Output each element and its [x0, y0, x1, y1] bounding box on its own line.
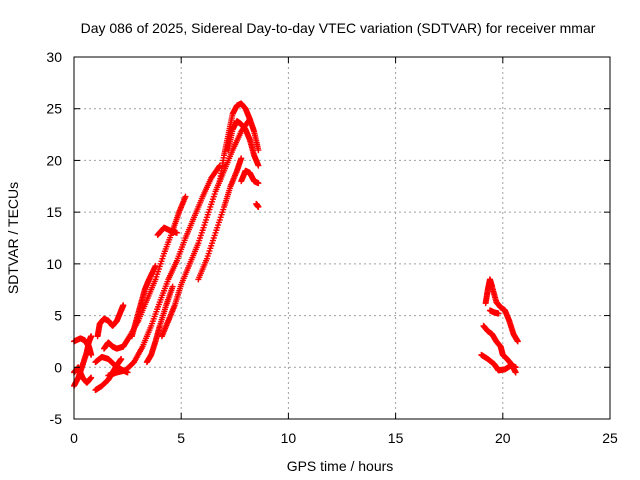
- series-arc-21: [486, 307, 502, 317]
- series-arc-12: [158, 116, 253, 340]
- data-point-marker: [238, 155, 245, 162]
- chart-title: Day 086 of 2025, Sidereal Day-to-day VTE…: [81, 20, 596, 36]
- series-arc-20: [478, 351, 519, 374]
- data-point-marker: [182, 193, 189, 200]
- series-arc-2: [71, 335, 95, 358]
- series-arc-3: [71, 364, 95, 386]
- series-arc-7: [101, 193, 189, 352]
- series-arc-17: [253, 200, 262, 210]
- data-point-marker: [495, 310, 502, 317]
- x-tick-label: 20: [495, 430, 511, 446]
- series-arc-15: [225, 118, 262, 169]
- y-tick-label: 0: [54, 359, 62, 375]
- series-arc-5: [92, 353, 131, 376]
- series-arc-13: [195, 155, 245, 283]
- x-tick-labels: 0 5 10 15 20 25: [70, 430, 618, 446]
- data-point-marker: [255, 203, 262, 210]
- data-point-marker: [152, 262, 159, 269]
- series-arc-8: [105, 162, 223, 379]
- series-arc-14: [216, 100, 262, 185]
- data-points: [71, 100, 521, 394]
- data-point-marker: [512, 369, 519, 376]
- data-point-marker: [255, 180, 262, 187]
- series-arc-16: [238, 167, 262, 187]
- data-point-marker: [88, 351, 95, 358]
- data-point-marker: [514, 338, 521, 345]
- axis-ticks: [73, 56, 611, 420]
- data-point-marker: [512, 364, 519, 371]
- series-arc-10: [143, 283, 176, 366]
- x-tick-label: 0: [70, 430, 78, 446]
- series-arc-11: [154, 224, 180, 238]
- y-tick-label: 15: [46, 204, 62, 220]
- x-tick-label: 15: [388, 430, 404, 446]
- data-point-marker: [255, 162, 262, 169]
- y-tick-label: 20: [46, 152, 62, 168]
- series-arc-9: [128, 262, 159, 340]
- data-point-marker: [88, 374, 95, 381]
- x-tick-label: 5: [177, 430, 185, 446]
- data-point-marker: [215, 163, 222, 170]
- grid-lines: [74, 57, 610, 419]
- y-tick-label: 5: [54, 308, 62, 324]
- plot-frame: [73, 56, 611, 420]
- y-tick-label: -5: [50, 411, 63, 427]
- x-tick-label: 25: [602, 430, 618, 446]
- series-arc-6: [94, 302, 127, 340]
- y-tick-labels: -5 0 5 10 15 20 25 30: [46, 49, 62, 427]
- data-point-marker: [118, 356, 125, 363]
- y-tick-label: 25: [46, 101, 62, 117]
- data-point-marker: [173, 229, 180, 236]
- x-axis-label: GPS time / hours: [287, 458, 394, 474]
- data-point-marker: [88, 333, 95, 340]
- series-arc-18: [482, 276, 521, 345]
- data-point-marker: [169, 283, 176, 290]
- y-axis-label: SDTVAR / TECUs: [5, 182, 21, 294]
- x-tick-label: 10: [281, 430, 297, 446]
- data-point-marker: [255, 147, 262, 154]
- y-tick-label: 30: [46, 49, 62, 65]
- y-tick-label: 10: [46, 256, 62, 272]
- data-point-marker: [120, 302, 127, 309]
